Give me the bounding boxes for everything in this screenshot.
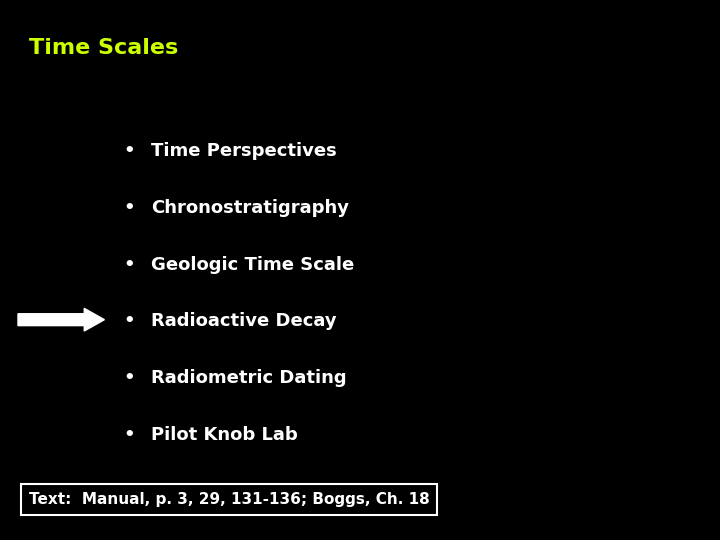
- Text: •: •: [124, 255, 135, 274]
- Text: Radiometric Dating: Radiometric Dating: [151, 369, 347, 387]
- Text: Time Scales: Time Scales: [29, 38, 178, 58]
- Text: •: •: [124, 199, 135, 217]
- Text: Radioactive Decay: Radioactive Decay: [151, 312, 337, 330]
- Text: Geologic Time Scale: Geologic Time Scale: [151, 255, 354, 274]
- Text: Time Perspectives: Time Perspectives: [151, 142, 337, 160]
- Text: Chronostratigraphy: Chronostratigraphy: [151, 199, 349, 217]
- Text: •: •: [124, 369, 135, 387]
- FancyArrow shape: [18, 308, 104, 331]
- Text: Text:  Manual, p. 3, 29, 131-136; Boggs, Ch. 18: Text: Manual, p. 3, 29, 131-136; Boggs, …: [29, 492, 430, 507]
- Text: •: •: [124, 142, 135, 160]
- Text: •: •: [124, 426, 135, 444]
- Text: •: •: [124, 312, 135, 330]
- Text: Pilot Knob Lab: Pilot Knob Lab: [151, 426, 298, 444]
